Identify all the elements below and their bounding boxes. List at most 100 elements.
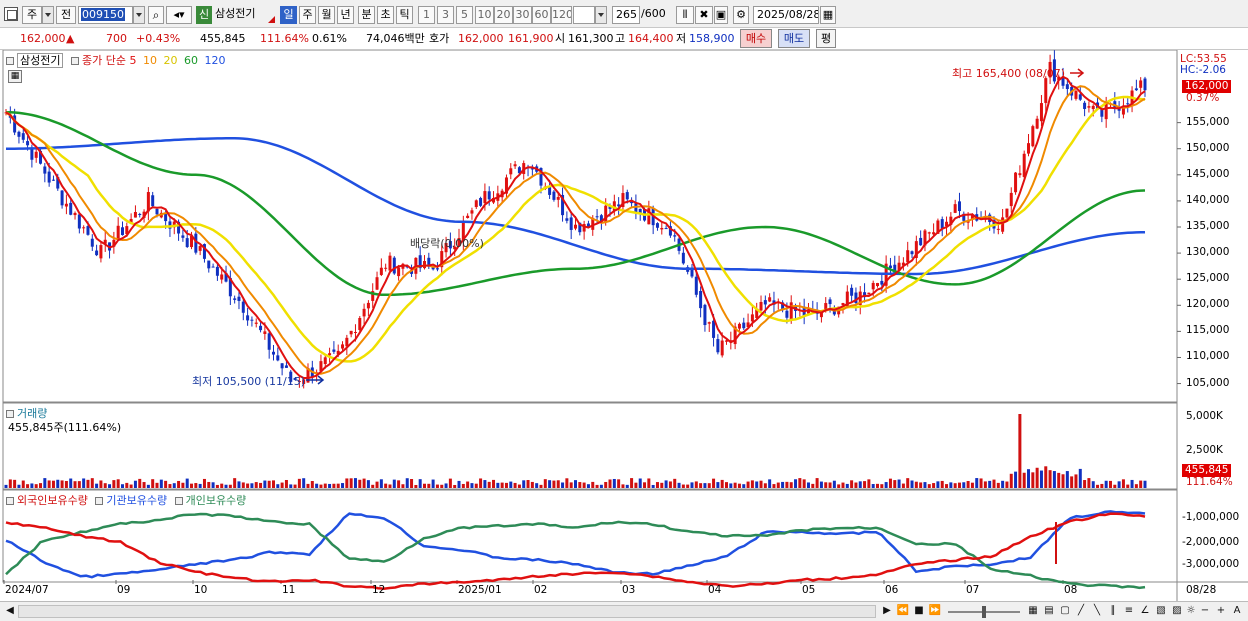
chart-area[interactable]: 삼성전기 종가 단순 5 10 20 60 120 ▦ LC:53.55 HC:… bbox=[0, 50, 1248, 601]
period-minute[interactable]: 분 bbox=[358, 6, 375, 24]
candle-body bbox=[181, 235, 185, 238]
candle-body bbox=[142, 211, 146, 218]
crosshair-icon[interactable]: ✖ bbox=[695, 6, 713, 24]
volume-bar bbox=[1130, 479, 1134, 488]
trend-tool-icon[interactable]: ╲ bbox=[1093, 605, 1101, 616]
window-icon[interactable]: ▢ bbox=[1060, 605, 1070, 616]
candle-body bbox=[358, 317, 362, 330]
pane-box-icon[interactable] bbox=[95, 497, 104, 505]
scroll-bar[interactable]: ◀ ▶ ⏪ ■ ⏩ ▦ ▤ ▢ ╱ ╲ ∥ ≡ ∠ ▧ ▨ ☼ − + A bbox=[0, 601, 1248, 621]
candle-body bbox=[410, 270, 414, 274]
candle-body bbox=[64, 203, 68, 207]
interval-120[interactable]: 120 bbox=[551, 6, 572, 24]
search-icon[interactable]: ⌕ bbox=[148, 6, 164, 24]
interval-dropdown-icon[interactable] bbox=[595, 6, 607, 24]
grid-icon[interactable]: ▦ bbox=[8, 70, 22, 83]
angle-tool-icon[interactable]: ∠ bbox=[1140, 605, 1150, 616]
volume-bar bbox=[384, 483, 388, 488]
candle-body bbox=[198, 246, 202, 251]
window-icon[interactable] bbox=[4, 7, 18, 21]
zoom-in-icon[interactable]: + bbox=[1216, 605, 1226, 616]
stop-icon[interactable]: ■ bbox=[914, 605, 924, 616]
speaker-icon[interactable]: ◂▾ bbox=[166, 6, 192, 24]
candle-body bbox=[220, 274, 224, 280]
stock-code-dropdown-icon[interactable] bbox=[133, 6, 145, 24]
new-badge[interactable]: 신 bbox=[196, 6, 212, 24]
candle-body bbox=[565, 218, 569, 221]
volume-bar bbox=[612, 478, 616, 488]
scroll-right-icon[interactable]: ▶ bbox=[883, 605, 891, 616]
candle-body bbox=[444, 243, 448, 253]
market-select[interactable]: 주 bbox=[22, 6, 42, 24]
period-year[interactable]: 년 bbox=[337, 6, 354, 24]
volume-pane-frame bbox=[2, 402, 1178, 490]
pane-box-icon[interactable] bbox=[6, 410, 14, 418]
volume-bar bbox=[1139, 480, 1143, 488]
layout-icon[interactable]: ▤ bbox=[1044, 605, 1054, 616]
rewind-icon[interactable]: ⏪ bbox=[896, 605, 910, 616]
period-tick[interactable]: 틱 bbox=[396, 6, 413, 24]
interval-10[interactable]: 10 bbox=[475, 6, 494, 24]
pane-box-icon[interactable] bbox=[70, 57, 79, 65]
scroll-track[interactable] bbox=[18, 605, 876, 618]
image-icon[interactable]: ▧ bbox=[1156, 605, 1166, 616]
zoom-slider-handle[interactable] bbox=[982, 606, 986, 618]
volume-bar bbox=[133, 480, 137, 488]
turnover-rate: 0.61% bbox=[312, 32, 347, 45]
price-pane-legend: 삼성전기 종가 단순 5 10 20 60 120 bbox=[6, 52, 225, 68]
interval-60[interactable]: 60 bbox=[532, 6, 551, 24]
volume-bar bbox=[651, 484, 655, 488]
volume-tick-2: 2,500K bbox=[1186, 444, 1223, 456]
gear-icon[interactable]: ⚙ bbox=[733, 6, 749, 24]
volume-bar bbox=[280, 482, 284, 488]
date-input[interactable]: 2025/08/28 bbox=[753, 6, 819, 24]
eval-button[interactable]: 평 bbox=[816, 29, 836, 48]
volume-bar bbox=[358, 479, 362, 488]
buy-button[interactable]: 매수 bbox=[740, 29, 772, 48]
period-week[interactable]: 주 bbox=[299, 6, 316, 24]
candle-body bbox=[1078, 94, 1082, 100]
fibonacci-icon[interactable]: ≡ bbox=[1124, 605, 1134, 616]
sell-button[interactable]: 매도 bbox=[778, 29, 810, 48]
volume-bar bbox=[17, 484, 21, 488]
pane-box-icon[interactable] bbox=[6, 57, 14, 65]
grid-icon[interactable]: ▦ bbox=[1028, 605, 1038, 616]
save-icon[interactable]: ▣ bbox=[714, 6, 728, 24]
interval-30[interactable]: 30 bbox=[513, 6, 532, 24]
scroll-left-icon[interactable]: ◀ bbox=[6, 605, 14, 616]
image-icon[interactable]: ▨ bbox=[1172, 605, 1182, 616]
candle-body bbox=[47, 171, 51, 183]
type-select[interactable]: 전 bbox=[56, 6, 76, 24]
x-tick-label: 05 bbox=[802, 584, 816, 596]
interval-1[interactable]: 1 bbox=[418, 6, 435, 24]
period-second[interactable]: 초 bbox=[377, 6, 394, 24]
candle-body bbox=[341, 344, 345, 349]
chart-canvas[interactable] bbox=[0, 50, 1248, 601]
current-price: 162,000 bbox=[20, 32, 66, 45]
forward-icon[interactable]: ⏩ bbox=[928, 605, 942, 616]
pane-box-icon[interactable] bbox=[174, 497, 183, 505]
interval-3[interactable]: 3 bbox=[437, 6, 454, 24]
pane-box-icon[interactable] bbox=[6, 497, 14, 505]
market-dropdown-icon[interactable] bbox=[42, 6, 54, 24]
calendar-icon[interactable]: ▦ bbox=[820, 6, 836, 24]
channel-tool-icon[interactable]: ∥ bbox=[1110, 605, 1116, 616]
period-month[interactable]: 월 bbox=[318, 6, 335, 24]
interval-5[interactable]: 5 bbox=[456, 6, 473, 24]
candle-icon[interactable]: ⫴ bbox=[676, 6, 694, 24]
custom-interval-input[interactable] bbox=[573, 6, 595, 24]
line-tool-icon[interactable]: ╱ bbox=[1077, 605, 1085, 616]
font-size-icon[interactable]: A bbox=[1233, 605, 1241, 616]
period-day[interactable]: 일 bbox=[280, 6, 297, 24]
stock-code-input[interactable]: 009150 bbox=[78, 6, 133, 24]
candle-body bbox=[768, 297, 772, 302]
volume-bar bbox=[155, 482, 159, 488]
candle-body bbox=[655, 223, 659, 228]
zoom-out-icon[interactable]: − bbox=[1200, 605, 1210, 616]
interval-20[interactable]: 20 bbox=[494, 6, 513, 24]
candle-body bbox=[120, 227, 124, 236]
candle-body bbox=[1035, 118, 1039, 129]
volume-bar bbox=[750, 480, 754, 488]
count-input[interactable]: 265 bbox=[612, 6, 640, 24]
settings-icon[interactable]: ☼ bbox=[1186, 605, 1196, 616]
